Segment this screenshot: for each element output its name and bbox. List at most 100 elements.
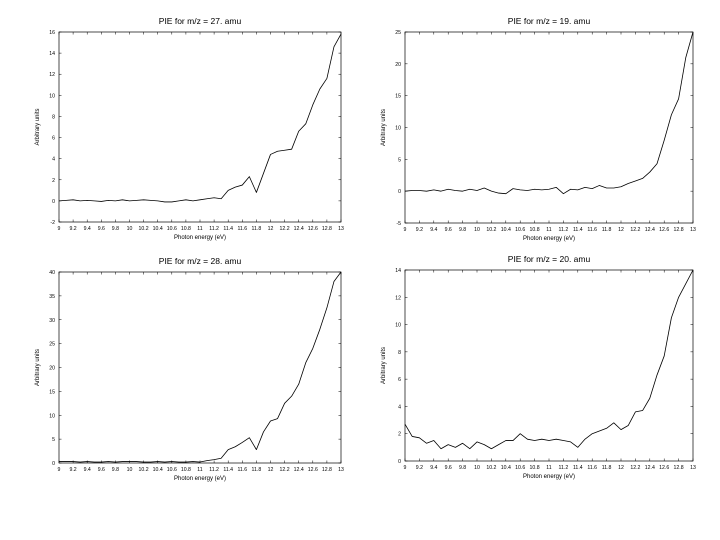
y-tick-label: 6 xyxy=(52,136,55,142)
data-point xyxy=(80,200,81,201)
x-tick-label: 9.6 xyxy=(445,227,452,233)
data-point xyxy=(108,200,109,201)
x-tick-label: 9.2 xyxy=(416,227,423,233)
data-series-line xyxy=(58,33,342,203)
x-tick-label: 9.4 xyxy=(84,467,91,473)
data-point xyxy=(270,420,271,421)
x-tick-label: 10.6 xyxy=(167,467,177,473)
data-point xyxy=(692,31,693,32)
data-point xyxy=(115,461,116,462)
data-point xyxy=(462,443,463,444)
data-point xyxy=(319,329,320,330)
data-point xyxy=(333,281,334,282)
data-point xyxy=(312,348,313,349)
data-series-line xyxy=(404,269,694,450)
x-tick-label: 12.8 xyxy=(322,226,332,232)
x-tick-label: 12 xyxy=(618,227,624,233)
y-tick-label: 12 xyxy=(395,295,401,301)
data-point xyxy=(185,199,186,200)
x-tick-label: 10.6 xyxy=(515,227,525,233)
data-point xyxy=(462,191,463,192)
data-point xyxy=(599,185,600,186)
data-point xyxy=(563,193,564,194)
x-tick-label: 9.6 xyxy=(98,467,105,473)
y-tick-label: 15 xyxy=(395,94,401,100)
data-point xyxy=(498,192,499,193)
data-point xyxy=(58,200,59,201)
data-point xyxy=(199,199,200,200)
x-tick-label: 11.8 xyxy=(252,467,262,473)
data-point xyxy=(505,440,506,441)
x-tick-label: 9.2 xyxy=(69,467,76,473)
data-point xyxy=(192,461,193,462)
data-point xyxy=(556,187,557,188)
x-tick-label: 10 xyxy=(474,227,480,233)
data-point xyxy=(58,461,59,462)
x-tick-label: 11.8 xyxy=(602,465,612,471)
y-tick-label: 12 xyxy=(49,72,55,78)
x-tick-label: 10.4 xyxy=(501,227,511,233)
x-tick-label: 10 xyxy=(474,465,480,471)
data-point xyxy=(136,461,137,462)
data-point xyxy=(584,439,585,440)
data-point xyxy=(433,189,434,190)
y-tick-label: 0 xyxy=(52,461,55,467)
data-point xyxy=(150,461,151,462)
data-point xyxy=(592,433,593,434)
data-point xyxy=(678,297,679,298)
data-point xyxy=(628,183,629,184)
data-point xyxy=(235,446,236,447)
y-tick-label: 15 xyxy=(49,389,55,395)
pie-chart-mz20: PIE for m/z = 20. amu 9 9.2 9.4 9.6 9.8 10 10.2… xyxy=(381,254,696,480)
data-point xyxy=(115,200,116,201)
x-tick-label: 12.2 xyxy=(630,465,640,471)
x-tick-label: 12.6 xyxy=(659,227,669,233)
y-tick-label: 25 xyxy=(49,342,55,348)
plot-frame xyxy=(58,271,342,464)
data-point xyxy=(199,461,200,462)
data-point xyxy=(692,269,693,270)
y-tick-label: 14 xyxy=(395,268,401,274)
y-tick-label: 2 xyxy=(398,432,401,438)
data-point xyxy=(228,449,229,450)
data-point xyxy=(101,201,102,202)
data-point xyxy=(157,200,158,201)
data-point xyxy=(171,201,172,202)
x-tick-label: 10.6 xyxy=(167,226,177,232)
x-tick-label: 11.6 xyxy=(587,227,597,233)
data-point xyxy=(221,198,222,199)
data-point xyxy=(671,317,672,318)
data-point xyxy=(620,429,621,430)
data-point xyxy=(284,403,285,404)
data-point xyxy=(242,184,243,185)
data-point xyxy=(284,150,285,151)
data-point xyxy=(491,191,492,192)
y-tick-label: 16 xyxy=(49,30,55,36)
x-tick-label: 11.4 xyxy=(573,465,583,471)
data-point xyxy=(412,436,413,437)
data-point xyxy=(592,188,593,189)
data-point xyxy=(249,437,250,438)
x-tick-label: 9.2 xyxy=(416,465,423,471)
chart-title: PIE for m/z = 27. amu xyxy=(159,16,242,26)
x-tick-label: 9 xyxy=(404,227,407,233)
y-tick-label: 0 xyxy=(398,189,401,195)
y-axis-label: Arbitrary units xyxy=(381,347,387,384)
y-tick-label: 10 xyxy=(49,93,55,99)
x-tick-label: 10 xyxy=(127,467,133,473)
data-point xyxy=(520,433,521,434)
x-tick-label: 10.2 xyxy=(139,467,149,473)
data-point xyxy=(136,200,137,201)
data-point xyxy=(412,190,413,191)
x-tick-label: 11.8 xyxy=(252,226,262,232)
data-point xyxy=(178,200,179,201)
x-tick-label: 11 xyxy=(197,226,202,232)
data-point xyxy=(656,374,657,375)
x-tick-label: 10.4 xyxy=(153,467,163,473)
x-tick-label: 12.2 xyxy=(280,226,290,232)
data-point xyxy=(305,362,306,363)
x-tick-label: 12.8 xyxy=(674,227,684,233)
data-point xyxy=(221,458,222,459)
x-tick-label: 9.4 xyxy=(430,465,437,471)
x-tick-label: 13 xyxy=(690,465,696,471)
